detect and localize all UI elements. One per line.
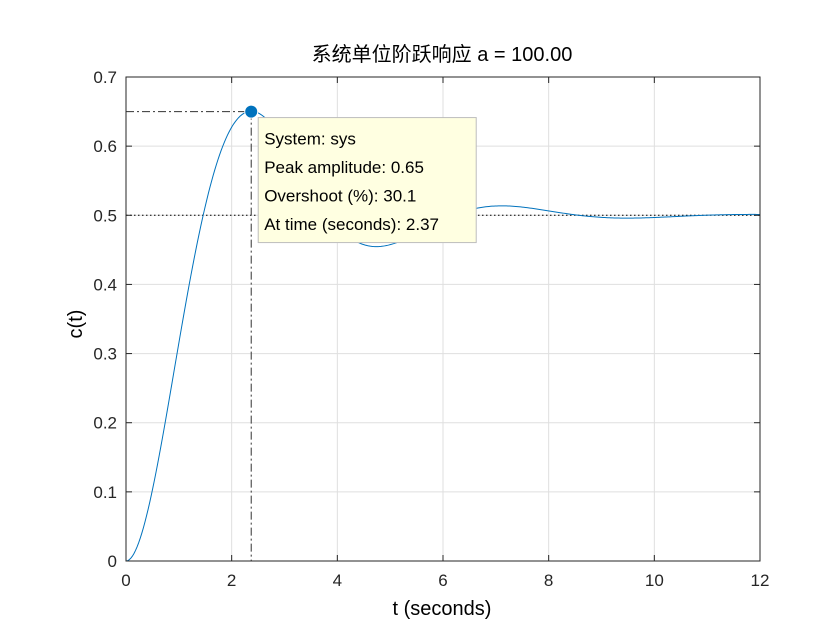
x-axis-title: t (seconds) <box>393 598 492 620</box>
peak-datatip[interactable] <box>257 117 477 244</box>
plot-title: 系统单位阶跃响应 a = 100.00 <box>312 43 573 66</box>
y-tick-label: 0.5 <box>93 206 117 225</box>
datatip-line: Peak amplitude: 0.65 <box>264 158 424 177</box>
y-tick-label: 0.3 <box>93 345 117 364</box>
y-tick-label: 0.4 <box>93 275 117 294</box>
x-tick-label: 12 <box>751 571 770 590</box>
y-tick-label: 0 <box>108 552 117 571</box>
datatip-line: System: sys <box>264 130 356 149</box>
y-tick-label: 0.7 <box>93 68 117 87</box>
x-tick-label: 8 <box>544 571 553 590</box>
x-tick-label: 0 <box>121 571 130 590</box>
peak-marker[interactable] <box>244 104 259 119</box>
x-tick-label: 2 <box>227 571 236 590</box>
y-tick-label: 0.1 <box>93 483 117 502</box>
y-tick-label: 0.6 <box>93 137 117 156</box>
datatip-line: Overshoot (%): 30.1 <box>264 187 416 206</box>
y-axis-title: c(t) <box>65 310 87 339</box>
axes[interactable]: 0 2 4 6 8 10 12 0 0.1 0.2 0.3 0.4 0.5 0.6 0.7 System: s… <box>93 68 769 590</box>
x-tick-label: 10 <box>645 571 664 590</box>
x-tick-label: 6 <box>438 571 447 590</box>
y-tick-label: 0.2 <box>93 414 117 433</box>
datatip-line: At time (seconds): 2.37 <box>264 215 439 234</box>
x-tick-label: 4 <box>333 571 342 590</box>
